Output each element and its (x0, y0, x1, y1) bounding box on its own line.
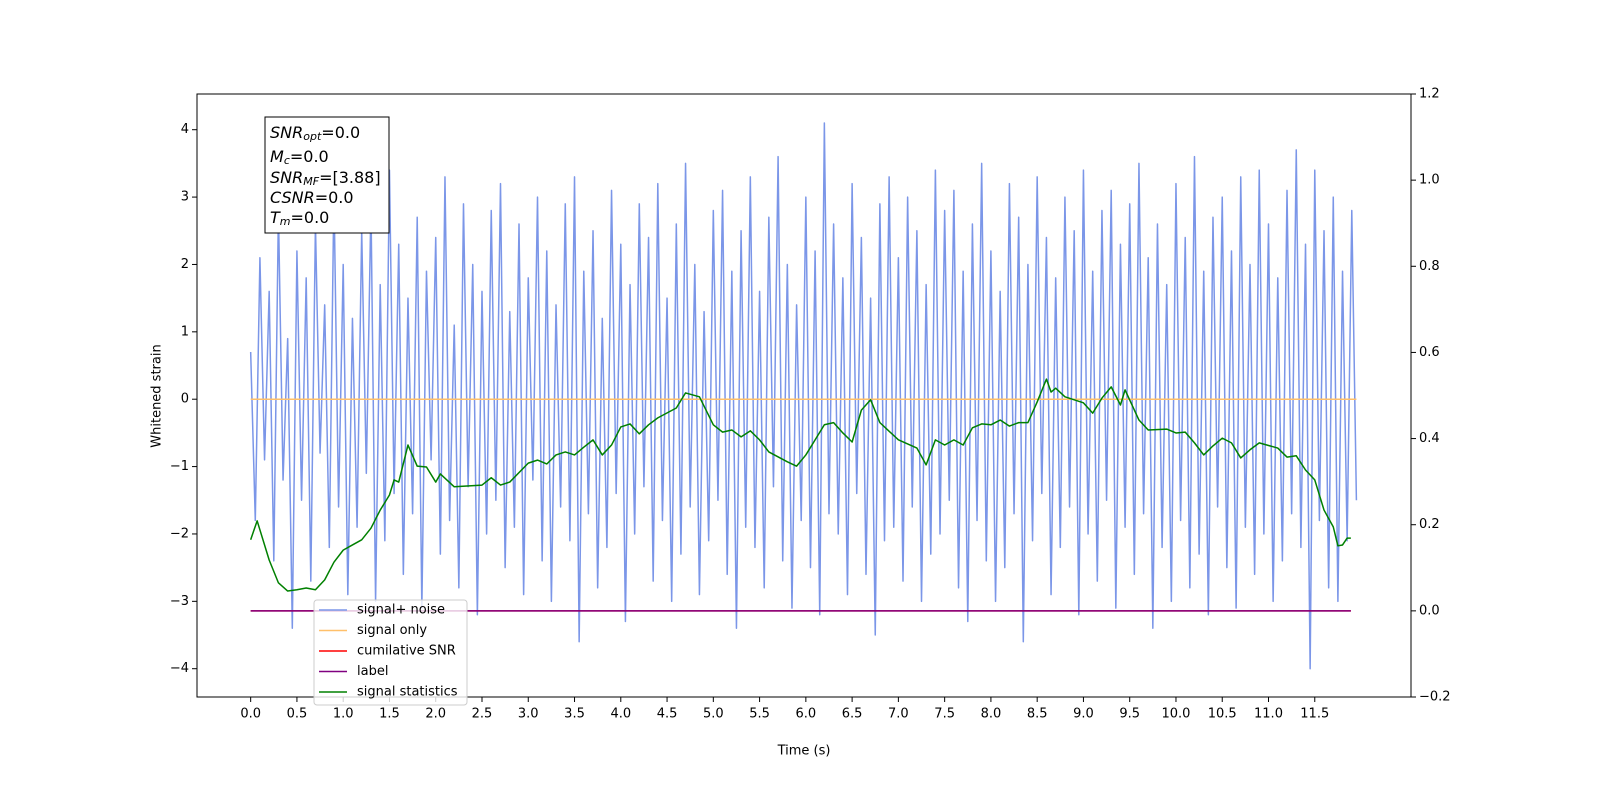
y-tick-label: 4 (181, 122, 189, 137)
annotation-value: =0.0 (321, 123, 360, 142)
x-tick-label: 7.0 (888, 707, 909, 722)
y2-tick-label: 1.2 (1419, 87, 1440, 102)
y2-tick-label: 0.6 (1419, 345, 1440, 360)
annotation-symbol: SNR (270, 168, 303, 187)
annotation-value: =0.0 (291, 208, 330, 227)
y-tick-label: 3 (181, 190, 189, 205)
legend-label: signal+ noise (357, 603, 445, 618)
annotation-value: =[3.88] (319, 168, 381, 187)
x-tick-label: 11.5 (1300, 707, 1329, 722)
annotation-symbol: M (270, 147, 284, 166)
x-tick-label: 9.0 (1073, 707, 1094, 722)
legend-label: signal only (357, 623, 427, 638)
annotation-symbol: T (270, 208, 281, 227)
annotation-text: SNRMF=[3.88] (270, 168, 381, 189)
x-tick-label: 9.5 (1119, 707, 1140, 722)
annotation-value: =0.0 (315, 188, 354, 207)
x-tick-label: 4.0 (610, 707, 631, 722)
y-tick-label: −2 (170, 526, 189, 541)
y2-tick-label: 1.0 (1419, 173, 1440, 188)
y2-tick-label: 0.4 (1419, 431, 1440, 446)
x-tick-label: 8.5 (1027, 707, 1048, 722)
x-tick-label: 1.0 (333, 707, 354, 722)
y-tick-label: 2 (181, 257, 189, 272)
legend: signal+ noise signal only cumilative SNR la… (313, 599, 468, 706)
y2-tick-label: 0.0 (1419, 603, 1440, 618)
x-tick-label: 11.0 (1254, 707, 1283, 722)
series-line (249, 378, 1351, 592)
annotation: SNRopt=0.0Mc=0.0SNRMF=[3.88]CSNR=0.0Tm=0… (264, 116, 390, 234)
annotation-text: CSNR=0.0 (270, 188, 354, 207)
annotation-symbol: CSNR (270, 188, 315, 207)
annotation-text: SNRopt=0.0 (270, 123, 360, 144)
x-tick-label: 10.5 (1208, 707, 1237, 722)
legend-label: cumilative SNR (357, 644, 456, 659)
annotation-subscript: c (284, 154, 290, 167)
legend-label: signal statistics (357, 685, 458, 700)
x-tick-label: 3.5 (564, 707, 585, 722)
x-axis-label: Time (s) (777, 744, 831, 759)
y-tick-label: 1 (181, 324, 189, 339)
annotation-value: =0.0 (290, 147, 329, 166)
y-axis-label: Whitened strain (150, 344, 165, 447)
annotation-text: Mc=0.0 (270, 147, 329, 168)
legend-label: label (357, 664, 388, 679)
x-tick-label: 5.0 (703, 707, 724, 722)
annotation-box (264, 116, 390, 234)
x-tick-label: 3.0 (518, 707, 539, 722)
annotation-text: Tm=0.0 (270, 208, 329, 229)
annotation-subscript: opt (303, 130, 322, 143)
y-tick-label: −3 (170, 594, 189, 609)
x-tick-label: 7.5 (934, 707, 955, 722)
y2-tick-label: 0.8 (1419, 259, 1440, 274)
y-tick-label: −4 (170, 661, 189, 676)
axes-frame (196, 93, 1412, 698)
x-tick-label: 2.5 (472, 707, 493, 722)
annotation-subscript: MF (303, 175, 319, 188)
annotation-subscript: m (280, 215, 291, 228)
y-tick-label: −1 (170, 459, 189, 474)
x-tick-label: 1.5 (379, 707, 400, 722)
series-line (249, 122, 1358, 670)
x-tick-label: 4.5 (657, 707, 678, 722)
legend-box (313, 599, 468, 706)
y2-tick-label: −0.2 (1419, 690, 1451, 705)
y2-tick-label: 0.2 (1419, 517, 1440, 532)
x-tick-label: 0.0 (240, 707, 261, 722)
x-tick-label: 6.0 (796, 707, 817, 722)
annotation-symbol: SNR (270, 123, 303, 142)
x-tick-label: 2.0 (425, 707, 446, 722)
x-tick-label: 6.5 (842, 707, 863, 722)
x-tick-label: 10.0 (1161, 707, 1190, 722)
x-tick-label: 8.0 (981, 707, 1002, 722)
x-tick-label: 5.5 (749, 707, 770, 722)
x-tick-label: 0.5 (287, 707, 308, 722)
y-tick-label: 0 (181, 392, 189, 407)
